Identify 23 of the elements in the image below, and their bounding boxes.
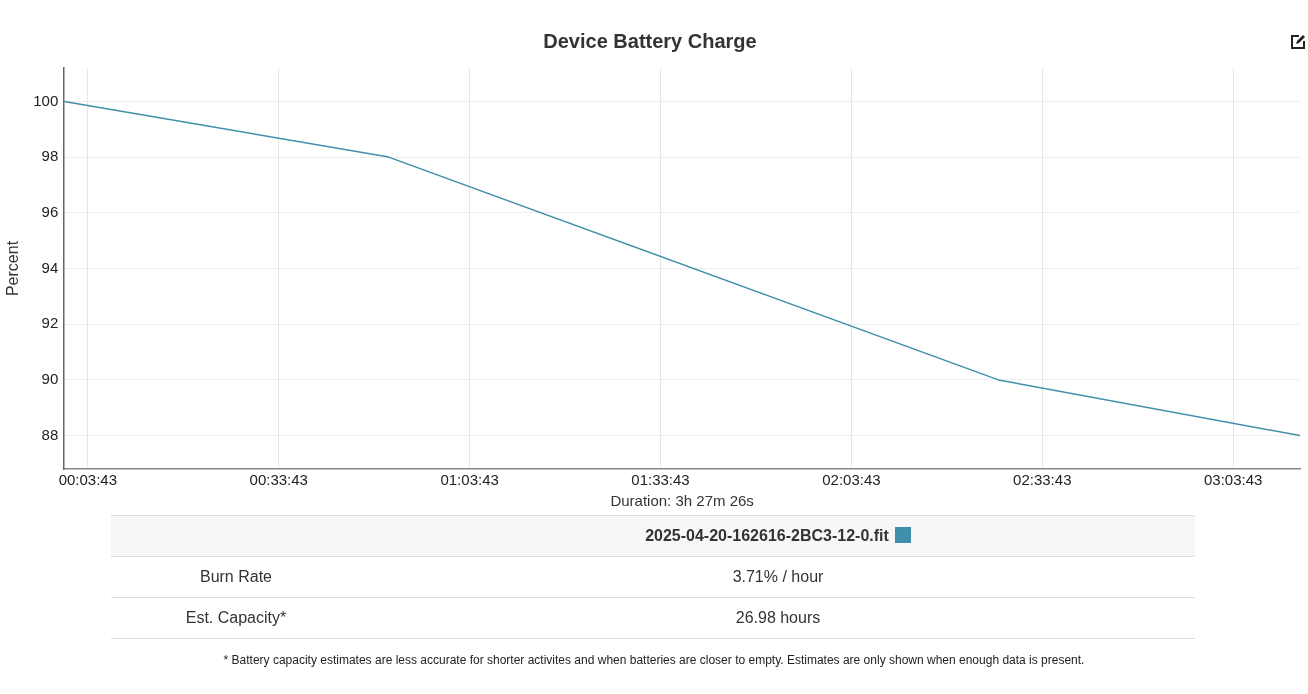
y-tick-label: 94: [41, 258, 59, 276]
x-tick-label: 02:03:43: [822, 471, 881, 489]
x-tick-label: 02:33:43: [1013, 471, 1072, 489]
y-tick-label: 92: [41, 314, 59, 332]
legend-label: 2025-04-20-162616-2BC3-12-0.fit: [645, 527, 889, 544]
chart-title: Device Battery Charge: [543, 29, 757, 52]
y-tick-label: 88: [41, 425, 59, 443]
x-tick-label: 01:03:43: [440, 471, 499, 489]
y-tick-label: 100: [33, 91, 59, 109]
text: Burn Rate: [111, 556, 361, 598]
y-tick-label: 90: [41, 370, 59, 388]
x-axis-title: Duration: 3h 27m 26s: [610, 492, 754, 510]
x-tick-label: 00:03:43: [58, 471, 118, 489]
y-tick-label: 96: [41, 202, 59, 220]
text: 3.71% / hour: [361, 556, 1195, 598]
x-tick-label: 03:03:43: [1203, 471, 1263, 489]
text: 26.98 hours: [361, 597, 1195, 639]
y-axis-title: Percent: [4, 240, 22, 297]
y-tick-label: 98: [41, 147, 59, 165]
x-tick-label: 00:33:43: [249, 471, 308, 489]
text: * Battery capacity estimates are less accurate for shorter activites and when batteries are closer to empty. Estimates are only shown when enough data is present.: [222, 653, 1086, 667]
x-tick-label: 01:33:43: [631, 471, 690, 489]
text: Est. Capacity*: [111, 597, 361, 639]
